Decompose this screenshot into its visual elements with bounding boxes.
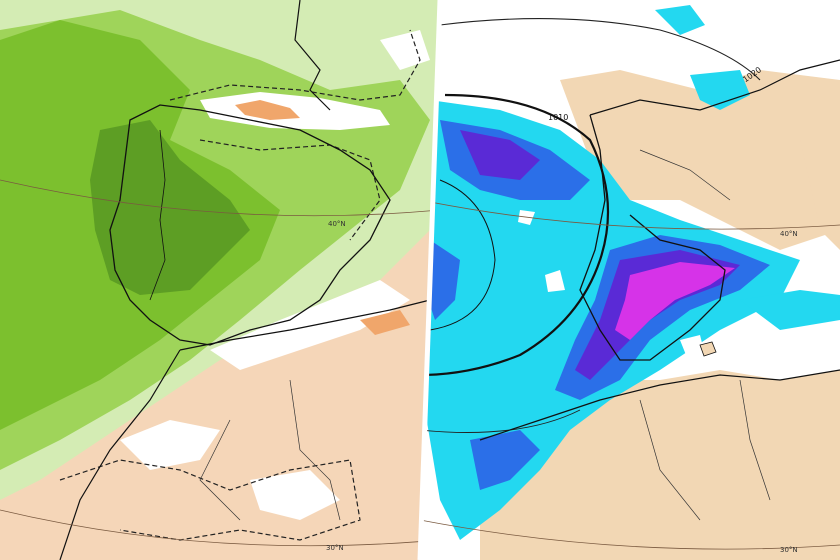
white-patch-north — [380, 30, 430, 70]
isobar-1010 — [420, 93, 610, 377]
isobar-label-1010: 1010 — [548, 113, 568, 122]
panel-divider — [417, 0, 443, 560]
iberia-coastline-right — [579, 114, 726, 361]
france-land — [560, 70, 840, 250]
island-balearic — [699, 341, 717, 357]
cyan-precip-east — [740, 290, 840, 330]
africa-coast-right — [479, 369, 840, 441]
lat-30-line-right — [420, 519, 840, 550]
cyan-precip-north-2 — [655, 5, 705, 35]
lat-30-line-left — [0, 509, 440, 547]
lat-label-30-right: 30°N — [780, 546, 798, 554]
lat-40-line-right — [420, 199, 840, 230]
lat-label-40-left: 40°N — [328, 220, 346, 228]
isobar-1020 — [439, 18, 761, 81]
france-coast-right — [589, 59, 840, 116]
white-hole-2 — [545, 270, 565, 292]
lat-40-line-left — [0, 179, 440, 217]
right-panel-precipitation-map: 40°N 30°N 1010 1020 — [420, 0, 840, 560]
africa-coast-west-left — [59, 349, 181, 560]
france-coast-left — [294, 0, 331, 111]
blue-precip-area — [425, 120, 770, 400]
white-patch-atlas — [210, 280, 410, 370]
dark-green-core — [90, 120, 250, 295]
lat-label-30-left: 30°N — [326, 544, 344, 552]
white-patch-pyrenees — [200, 92, 390, 130]
blue-precip-south — [470, 430, 540, 490]
africa-border-left — [199, 379, 341, 521]
dashed-contour-1 — [169, 29, 421, 101]
white-hole-3 — [680, 335, 705, 360]
orange-patch-east — [360, 310, 410, 335]
magenta-precip-core — [615, 262, 735, 340]
dashed-contour-2 — [199, 139, 381, 241]
north-africa-coast-left — [179, 299, 431, 351]
white-patch-south-1 — [120, 420, 220, 470]
isobar-inner — [429, 179, 496, 331]
iberia-coastline-left — [109, 104, 391, 346]
white-patch-south-2 — [250, 470, 340, 520]
cyan-precip-north-1 — [690, 70, 750, 110]
portugal-border-left — [149, 129, 166, 301]
borders-right — [639, 149, 771, 521]
orange-patch-pyrenees — [235, 100, 300, 120]
dashed-contour-3 — [59, 459, 361, 541]
lat-label-40-right: 40°N — [780, 230, 798, 238]
italy-land — [800, 130, 840, 250]
left-panel-temperature-map: 40°N 30°N — [0, 0, 440, 560]
